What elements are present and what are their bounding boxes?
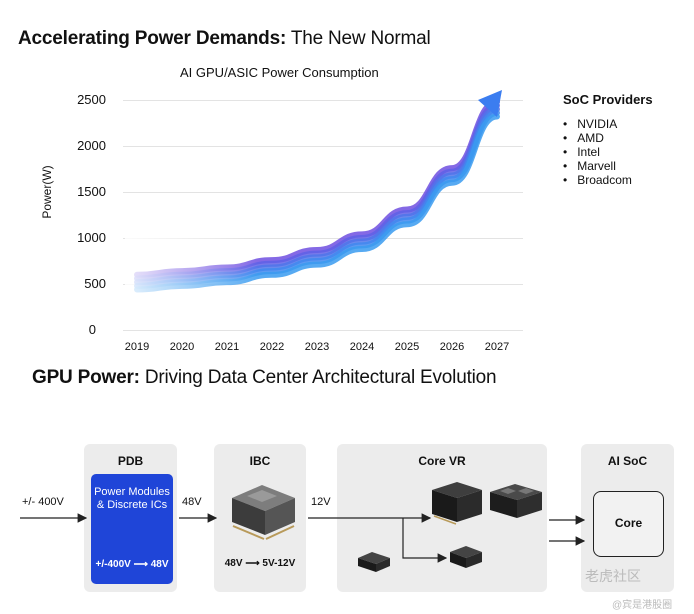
vr-chip-medium-icon [450, 546, 482, 568]
gridline [123, 330, 523, 331]
wire-12v-label: 12V [311, 496, 331, 508]
pdb-conversion: +/-400V ⟶ 48V [95, 559, 169, 570]
y-tick-2500: 2500 [77, 92, 106, 107]
pdb-title: PDB [117, 454, 144, 468]
x-tick-2023: 2023 [304, 341, 330, 353]
vr-module-large-icon [432, 482, 482, 525]
gridline [123, 100, 523, 101]
list-item: NVIDIA [563, 117, 632, 131]
ibc-title: IBC [249, 454, 271, 468]
chart-title: AI GPU/ASIC Power Consumption [180, 65, 379, 80]
watermark-credit: @宾是港股圈 [612, 600, 673, 611]
section-title: GPU Power: Driving Data Center Architect… [32, 367, 497, 389]
x-tick-2024: 2024 [349, 341, 375, 353]
list-item: Intel [563, 145, 632, 159]
x-tick-2027: 2027 [484, 341, 510, 353]
x-tick-2022: 2022 [259, 341, 285, 353]
x-tick-2026: 2026 [439, 341, 465, 353]
ibc-module-icon [232, 485, 295, 540]
series-fade-overlay [125, 220, 505, 330]
power-flow-diagram [20, 482, 586, 572]
watermark-logo: 老虎社区 [585, 568, 641, 584]
core-label: Core [614, 516, 643, 530]
y-tick-1500: 1500 [77, 184, 106, 199]
x-tick-2020: 2020 [169, 341, 195, 353]
list-item: AMD [563, 131, 632, 145]
list-item: Broadcom [563, 173, 632, 187]
vr-chip-small-icon [358, 552, 390, 572]
soc-providers-list: NVIDIA AMD Intel Marvell Broadcom [563, 117, 632, 187]
gridline [123, 192, 523, 193]
y-tick-1000: 1000 [77, 230, 106, 245]
wire-48v-label: 48V [182, 496, 202, 508]
section-title-rest: Driving Data Center Architectural Evolut… [139, 367, 497, 388]
x-tick-2019: 2019 [124, 341, 150, 353]
section-title-bold: GPU Power: [32, 367, 140, 388]
y-tick-0: 0 [88, 322, 96, 337]
core-vr-title: Core VR [418, 454, 466, 468]
vr-module-multi-icon [490, 484, 542, 518]
chart-plot [125, 90, 505, 330]
pdb-box-text: Power Modules & Discrete ICs [94, 486, 170, 511]
y-tick-2000: 2000 [77, 138, 106, 153]
page-title: Accelerating Power Demands: The New Norm… [18, 28, 431, 50]
ai-soc-title: AI SoC [607, 454, 648, 468]
arrow-branch [402, 518, 448, 563]
y-tick-500: 500 [84, 276, 106, 291]
core-block: Core [593, 491, 664, 557]
input-voltage-label: +/- 400V [22, 496, 64, 508]
page-title-rest: The New Normal [286, 28, 431, 49]
ibc-conversion: 48V ⟶ 5V-12V [224, 558, 296, 569]
list-item: Marvell [563, 159, 632, 173]
x-tick-2021: 2021 [214, 341, 240, 353]
pdb-module-box: Power Modules & Discrete ICs +/-400V ⟶ 4… [91, 474, 173, 584]
growth-arrow-head [478, 90, 502, 117]
gridline [123, 146, 523, 147]
page-title-bold: Accelerating Power Demands: [18, 28, 287, 49]
soc-providers-title: SoC Providers [563, 92, 653, 107]
x-tick-2025: 2025 [394, 341, 420, 353]
